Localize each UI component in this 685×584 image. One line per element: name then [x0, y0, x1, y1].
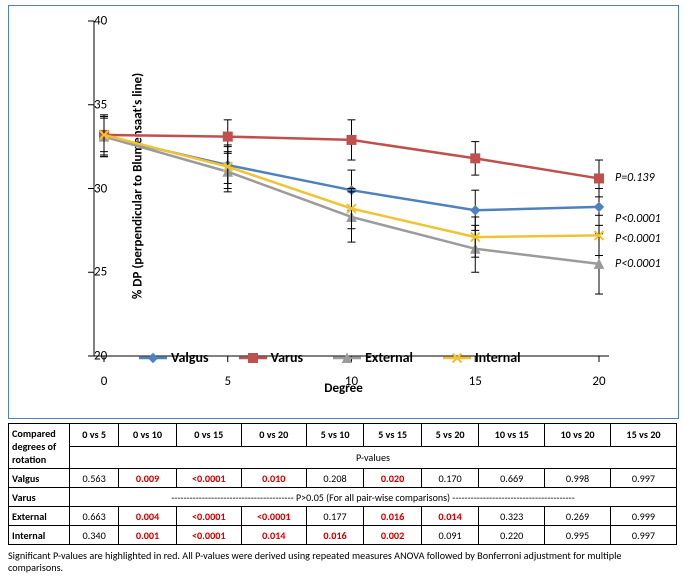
xtick-label: 10 — [345, 374, 358, 389]
xtick-label: 20 — [592, 374, 605, 389]
table-col-header: 0 vs 15 — [176, 424, 241, 447]
table-cell: 0.009 — [119, 469, 177, 488]
table-cell: <0.0001 — [241, 507, 306, 526]
table-col-header: 5 vs 20 — [421, 424, 479, 447]
table-cell: 0.016 — [364, 507, 422, 526]
table-cell: 0.220 — [479, 526, 545, 545]
table-cell: 0.002 — [364, 526, 422, 545]
table-cell: <0.0001 — [176, 526, 241, 545]
chart-frame: % DP (perpendicular to Blumensaat's line… — [8, 5, 679, 419]
table-cell: <0.0001 — [176, 507, 241, 526]
table-row-label: Varus — [9, 488, 70, 507]
legend-label: Varus — [271, 349, 304, 366]
table-cell: 0.663 — [70, 507, 119, 526]
xtick-label: 5 — [224, 374, 231, 389]
table-cell: 0.995 — [545, 526, 611, 545]
table-cell: 0.177 — [306, 507, 364, 526]
legend-item: External — [333, 349, 413, 366]
table-cell: 0.563 — [70, 469, 119, 488]
legend-item: Varus — [239, 349, 304, 366]
pvalues-label: P-values — [70, 446, 677, 469]
table-cell: 0.669 — [479, 469, 545, 488]
p-annotation: P<0.0001 — [615, 232, 661, 246]
table-cell: 0.997 — [610, 526, 676, 545]
legend-label: External — [365, 349, 413, 366]
table-cell: 0.004 — [119, 507, 177, 526]
table-col-header: 5 vs 15 — [364, 424, 422, 447]
table-row-label: Internal — [9, 526, 70, 545]
xtick-label: 15 — [469, 374, 482, 389]
chart-svg — [94, 21, 609, 356]
p-annotation: P=0.139 — [615, 171, 655, 185]
table-cell: 0.014 — [421, 507, 479, 526]
table-row-header: Compared degrees of rotation — [9, 424, 70, 469]
plot-area — [94, 21, 609, 356]
table-cell: 0.014 — [241, 526, 306, 545]
table-cell: 0.020 — [364, 469, 422, 488]
table-cell: 0.016 — [306, 526, 364, 545]
table-cell: 0.998 — [545, 469, 611, 488]
table-cell: 0.997 — [610, 469, 676, 488]
legend-label: Internal — [475, 349, 521, 366]
table-col-header: 0 vs 5 — [70, 424, 119, 447]
table-cell: 0.269 — [545, 507, 611, 526]
pvalue-table: Compared degrees of rotation0 vs 50 vs 1… — [8, 423, 677, 545]
table-cell: 0.170 — [421, 469, 479, 488]
table-row-label: Valgus — [9, 469, 70, 488]
table-cell: 0.323 — [479, 507, 545, 526]
table-row-note: ----------------------------------------… — [70, 488, 677, 507]
p-annotation: P<0.0001 — [615, 257, 661, 271]
table-col-header: 10 vs 15 — [479, 424, 545, 447]
table-cell: 0.010 — [241, 469, 306, 488]
table-cell: 0.999 — [610, 507, 676, 526]
xtick-label: 0 — [101, 374, 108, 389]
legend-label: Valgus — [171, 349, 209, 366]
legend: Valgus Varus External Internal — [139, 349, 521, 366]
footnote: Significant P-values are highlighted in … — [8, 550, 677, 574]
p-annotation: P<0.0001 — [615, 212, 661, 226]
table-cell: 0.001 — [119, 526, 177, 545]
table-col-header: 10 vs 20 — [545, 424, 611, 447]
table-cell: 0.091 — [421, 526, 479, 545]
table-cell: <0.0001 — [176, 469, 241, 488]
table-cell: 0.208 — [306, 469, 364, 488]
table-row-label: External — [9, 507, 70, 526]
table-cell: 0.340 — [70, 526, 119, 545]
table-col-header: 0 vs 10 — [119, 424, 177, 447]
legend-item: Valgus — [139, 349, 209, 366]
table-col-header: 5 vs 10 — [306, 424, 364, 447]
table-col-header: 0 vs 20 — [241, 424, 306, 447]
table-col-header: 15 vs 20 — [610, 424, 676, 447]
legend-item: Internal — [443, 349, 521, 366]
